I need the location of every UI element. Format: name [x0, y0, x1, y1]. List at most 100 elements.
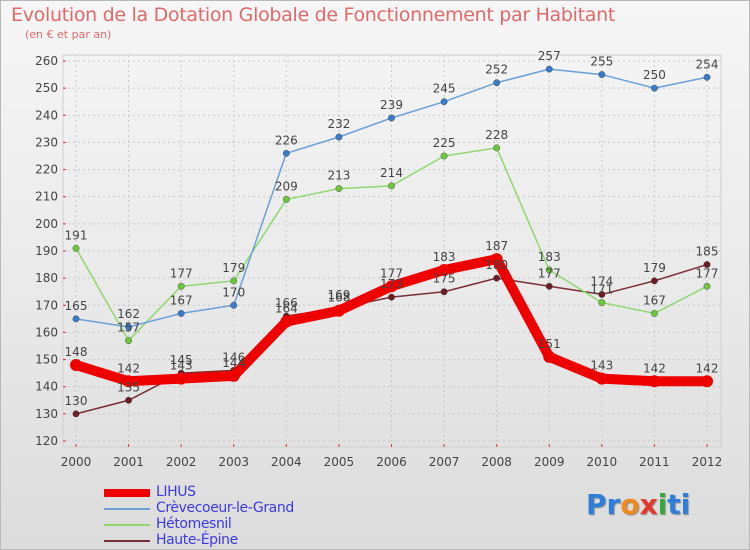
data-point-crevecoeur-le-grand	[335, 133, 343, 141]
x-tick-label: 2005	[324, 455, 355, 469]
data-point-lihus	[280, 315, 293, 328]
data-label-haute-epine: 169	[327, 288, 350, 302]
axes: 120 130 140 150 160 170 180 190 200 210 220 230 240 2…	[35, 54, 722, 469]
logo-letter: x	[639, 488, 658, 521]
data-point-hetomesnil	[388, 182, 395, 190]
data-label-hetomesnil: 183	[538, 250, 561, 264]
data-point-lihus	[332, 304, 345, 317]
logo-letter: i	[680, 488, 691, 521]
data-point-hetomesnil	[282, 196, 290, 203]
data-point-hetomesnil	[440, 152, 448, 160]
data-point-haute-epine	[72, 410, 80, 418]
data-label-haute-epine: 130	[65, 394, 88, 408]
data-label-haute-epine: 135	[117, 380, 140, 394]
grid	[62, 54, 722, 448]
series-group	[70, 65, 713, 418]
data-point-crevecoeur-le-grand	[388, 114, 395, 122]
data-label-hetomesnil: 177	[170, 266, 193, 280]
y-tick-label: 180	[35, 271, 58, 285]
logo-letter: o	[620, 488, 640, 521]
data-label-haute-epine: 174	[590, 274, 613, 288]
data-point-crevecoeur-le-grand	[703, 73, 711, 81]
y-tick-label: 240	[35, 108, 58, 122]
data-label-lihus: 144	[222, 356, 245, 370]
x-tick-label: 2008	[481, 455, 512, 469]
data-label-haute-epine: 173	[380, 277, 403, 291]
data-point-crevecoeur-le-grand	[545, 65, 553, 73]
data-label-haute-epine: 180	[485, 258, 508, 272]
data-label-hetomesnil: 171	[590, 283, 613, 297]
data-label-haute-epine: 145	[170, 353, 193, 367]
data-label-lihus: 143	[590, 359, 613, 373]
x-tick-label: 2004	[271, 455, 302, 469]
y-tick-label: 200	[35, 217, 58, 231]
logo-letter: t	[667, 488, 681, 521]
y-tick-label: 220	[35, 163, 58, 177]
data-point-lihus	[175, 372, 188, 385]
data-point-hetomesnil	[177, 282, 185, 290]
data-label-hetomesnil: 191	[65, 228, 88, 242]
y-tick-label: 150	[35, 353, 58, 367]
data-point-hetomesnil	[493, 144, 501, 152]
data-label-lihus: 168	[327, 291, 350, 305]
data-label-lihus: 148	[65, 345, 88, 359]
data-label-lihus: 143	[170, 359, 193, 373]
x-tick-label: 2010	[587, 455, 618, 469]
data-label-crevecoeur-le-grand: 255	[590, 55, 613, 69]
data-label-crevecoeur-le-grand: 252	[485, 63, 508, 77]
data-label-haute-epine: 166	[275, 296, 298, 310]
data-label-crevecoeur-le-grand: 245	[433, 82, 456, 96]
data-point-hetomesnil	[72, 244, 80, 252]
x-tick-label: 2001	[113, 455, 144, 469]
data-point-crevecoeur-le-grand	[598, 71, 606, 78]
data-label-hetomesnil: 179	[222, 261, 245, 275]
data-label-hetomesnil: 225	[433, 136, 456, 150]
x-tick-label: 2006	[376, 455, 407, 469]
data-point-lihus	[438, 264, 451, 276]
data-point-lihus	[701, 375, 713, 388]
data-point-hetomesnil	[230, 277, 238, 285]
data-point-haute-epine	[598, 291, 606, 298]
data-point-lihus	[227, 369, 240, 382]
data-point-crevecoeur-le-grand	[440, 98, 448, 106]
data-label-hetomesnil: 214	[380, 166, 403, 180]
data-point-haute-epine	[125, 396, 132, 404]
chart-subtitle: (en € et par an)	[25, 28, 112, 41]
x-tick-label: 2009	[534, 455, 565, 469]
data-point-lihus	[122, 375, 135, 388]
data-label-crevecoeur-le-grand: 257	[538, 49, 561, 63]
data-label-haute-epine: 185	[696, 245, 719, 259]
x-tick-label: 2002	[166, 455, 197, 469]
data-point-lihus	[490, 253, 503, 266]
data-label-lihus: 142	[117, 361, 140, 375]
legend-swatch-haute-epine	[104, 540, 150, 542]
data-label-lihus: 177	[380, 266, 403, 280]
data-label-crevecoeur-le-grand: 162	[117, 307, 140, 321]
data-label-lihus: 142	[643, 361, 666, 375]
data-label-lihus: 183	[433, 250, 456, 264]
data-point-lihus	[543, 350, 556, 363]
legend-swatch-lihus	[104, 489, 150, 497]
data-point-crevecoeur-le-grand	[72, 315, 80, 323]
data-point-crevecoeur-le-grand	[282, 149, 290, 157]
data-point-crevecoeur-le-grand	[651, 84, 658, 92]
data-label-crevecoeur-le-grand: 165	[65, 299, 88, 313]
data-point-lihus	[385, 280, 398, 293]
logo-letter: r	[606, 488, 621, 521]
legend-swatch-hetomesnil	[104, 524, 150, 526]
y-tick-label: 210	[35, 190, 58, 204]
logo-letter: P	[586, 488, 607, 521]
data-point-haute-epine	[440, 288, 448, 296]
legend-label-haute-epine: Haute-Épine	[156, 532, 238, 548]
x-tick-label: 2003	[218, 455, 249, 469]
data-point-haute-epine	[388, 293, 395, 301]
data-label-hetomesnil: 157	[117, 321, 140, 335]
data-point-hetomesnil	[703, 282, 711, 290]
y-tick-label: 190	[35, 244, 58, 258]
proxiti-logo: Proxiti	[586, 488, 690, 521]
data-label-hetomesnil: 209	[275, 179, 298, 193]
data-point-haute-epine	[545, 282, 553, 290]
data-point-lihus	[648, 375, 661, 388]
data-label-hetomesnil: 167	[643, 293, 666, 307]
